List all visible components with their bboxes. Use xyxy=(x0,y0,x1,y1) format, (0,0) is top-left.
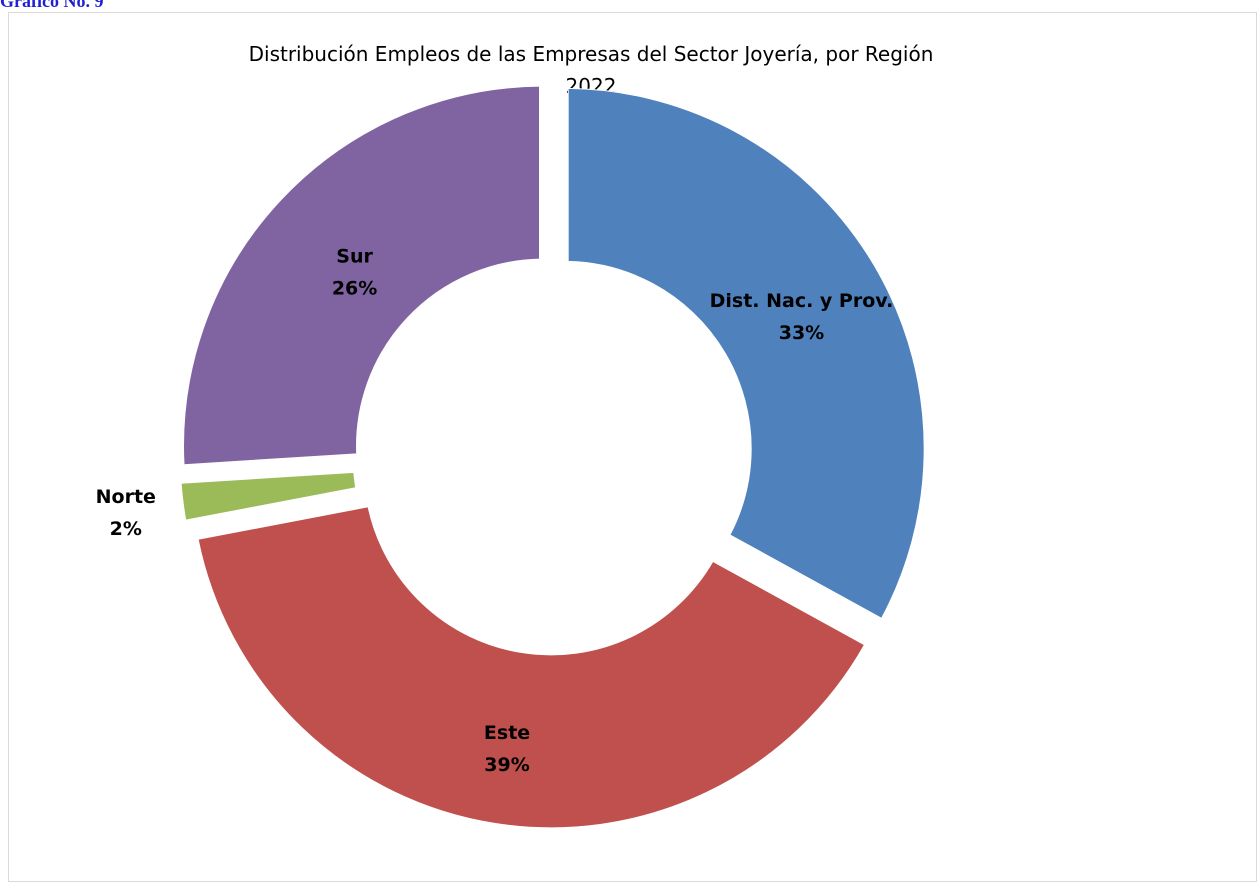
slice-este xyxy=(197,506,866,829)
chart-title: Distribución Empleos de las Empresas del… xyxy=(249,42,934,66)
slice-norte xyxy=(180,471,357,521)
slices-group xyxy=(180,85,925,829)
data-label-percent: 39% xyxy=(484,754,529,776)
data-label-category: Este xyxy=(484,722,530,744)
data-label-category: Norte xyxy=(96,486,156,508)
data-label-percent: 2% xyxy=(110,518,142,540)
data-label-percent: 26% xyxy=(332,278,377,300)
data-label-category: Sur xyxy=(336,246,373,268)
figure-caption: Gráfico No. 9 xyxy=(0,0,104,11)
slice-sur xyxy=(183,85,541,466)
data-label-percent: 33% xyxy=(779,322,824,344)
data-label-category: Dist. Nac. y Prov. xyxy=(710,290,894,312)
slice-dist-nac-y-prov xyxy=(567,87,925,619)
labels-group: Dist. Nac. y Prov. 33% Este 39% Norte 2% Sur 26… xyxy=(96,246,894,777)
